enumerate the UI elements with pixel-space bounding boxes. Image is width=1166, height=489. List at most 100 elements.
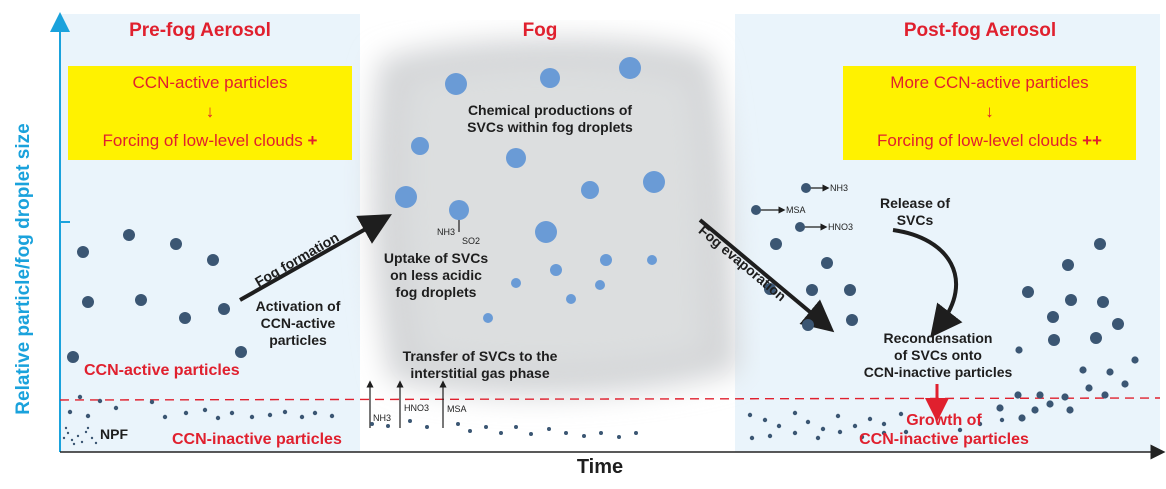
post-fog-box: More CCN-active particles ↓ Forcing of l… [843, 66, 1136, 160]
uptake-label: Uptake of SVCs on less acidic fog drople… [366, 250, 506, 301]
growing-particle [1121, 380, 1129, 388]
activation-line3: particles [269, 332, 327, 348]
release-label: Release of SVCs [875, 195, 955, 229]
ccn-inactive-particle [329, 413, 335, 419]
growing-particle [1101, 391, 1109, 399]
ccn-inactive-particle [815, 435, 821, 441]
y-axis-label: Relative particle/fog droplet size [13, 123, 34, 415]
release-particle-nh3 [801, 183, 811, 193]
growing-particle [1066, 406, 1074, 414]
npf-particle [62, 436, 66, 440]
fog-droplet [550, 264, 562, 276]
pre-box-line1: CCN-active particles [132, 73, 288, 92]
chemical-production-label: Chemical productions of SVCs within fog … [430, 102, 670, 136]
uptake-gas-so2: SO2 [462, 236, 481, 246]
growing-particle [1031, 406, 1039, 414]
ccn-inactive-particle [267, 412, 273, 418]
release-particle-msa [751, 205, 761, 215]
recond-line1: Recondensation [883, 330, 993, 346]
npf-particle [84, 430, 88, 434]
npf-particle [70, 438, 74, 442]
ccn-inactive-particle [299, 414, 305, 420]
transfer-line1: Transfer of SVCs to the [402, 348, 558, 364]
pre-box-line3-row: Forcing of low-level clouds + [68, 126, 352, 155]
fog-droplet [643, 171, 665, 193]
ccn-inactive-particle [113, 405, 119, 411]
interstitial-particle [425, 425, 429, 429]
ccn-active-particle [123, 229, 135, 241]
fog-droplet [449, 200, 469, 220]
growing-particle [1018, 414, 1026, 422]
x-axis-label: Time [576, 456, 624, 478]
fog-droplet [411, 137, 429, 155]
npf-label: NPF [100, 426, 128, 442]
interstitial-particle [386, 424, 390, 428]
ccn-active-particle [1048, 334, 1060, 346]
interstitial-particle [564, 431, 568, 435]
ccn-active-particle [1112, 318, 1124, 330]
recond-line2: of SVCs onto [894, 347, 982, 363]
ccn-inactive-particle [792, 430, 798, 436]
release-particle-hno3 [795, 222, 805, 232]
ccn-active-particle [67, 351, 79, 363]
fog-droplet [647, 255, 657, 265]
npf-particle [66, 431, 70, 435]
activation-line2: CCN-active [260, 315, 336, 331]
growing-particle [1046, 400, 1054, 408]
release-line2: SVCs [896, 212, 934, 228]
post-box-line3: Forcing of low-level clouds [877, 131, 1078, 150]
fog-droplet [595, 280, 605, 290]
ccn-active-particle [821, 257, 833, 269]
ccn-active-particle [207, 254, 219, 266]
activation-line1: Activation of [255, 298, 341, 314]
ccn-active-particle [170, 238, 182, 250]
ccn-inactive-particle [85, 413, 91, 419]
post-box-line3-row: Forcing of low-level clouds ++ [843, 126, 1136, 155]
ccn-inactive-particle [77, 394, 83, 400]
npf-particle [76, 434, 80, 438]
ccn-active-particle [764, 283, 776, 295]
growth-label: Growth of CCN-inactive particles [846, 411, 1042, 449]
growing-particle [1106, 368, 1114, 376]
npf-particle [80, 440, 84, 444]
ccn-inactive-particle [762, 417, 768, 423]
ccn-active-particle [844, 284, 856, 296]
release-gas-nh3: NH3 [830, 183, 849, 193]
ccn-active-particle [1022, 286, 1034, 298]
ccn-inactive-particle [747, 412, 753, 418]
growing-particle [1061, 393, 1069, 401]
interstitial-particle [514, 425, 518, 429]
ccn-active-label: CCN-active particles [84, 362, 240, 379]
ccn-active-particle [1094, 238, 1106, 250]
growing-particle [1085, 384, 1093, 392]
npf-particle [94, 441, 98, 445]
growing-particle [1079, 366, 1087, 374]
chem-line1: Chemical productions of [467, 102, 633, 118]
ccn-inactive-particle [852, 423, 858, 429]
uptake-gas-nh3: NH3 [437, 227, 456, 237]
fog-droplet [511, 278, 521, 288]
pre-fog-box: CCN-active particles ↓ Forcing of low-le… [68, 66, 352, 160]
fog-droplet [445, 73, 467, 95]
ccn-active-particle [802, 319, 814, 331]
ccn-active-particle [1090, 332, 1102, 344]
ccn-inactive-particle [881, 421, 887, 427]
ccn-active-particle [218, 303, 230, 315]
fog-droplet [483, 313, 493, 323]
ccn-inactive-particle [867, 416, 873, 422]
uptake-line1: Uptake of SVCs [383, 250, 489, 266]
fog-cloud [371, 38, 740, 397]
interstitial-particle [484, 425, 488, 429]
pre-box-line3: Forcing of low-level clouds [102, 131, 303, 150]
fog-droplet [540, 68, 560, 88]
release-line1: Release of [879, 195, 951, 211]
ccn-inactive-particle [792, 410, 798, 416]
growth-line1: Growth of [906, 412, 982, 429]
transfer-line2: interstitial gas phase [410, 365, 550, 381]
fog-droplet [535, 221, 557, 243]
growing-particle [1036, 391, 1044, 399]
ccn-inactive-particle [820, 426, 826, 432]
ccn-inactive-particle [776, 423, 782, 429]
interstitial-particle [468, 429, 472, 433]
npf-particle [72, 442, 76, 446]
